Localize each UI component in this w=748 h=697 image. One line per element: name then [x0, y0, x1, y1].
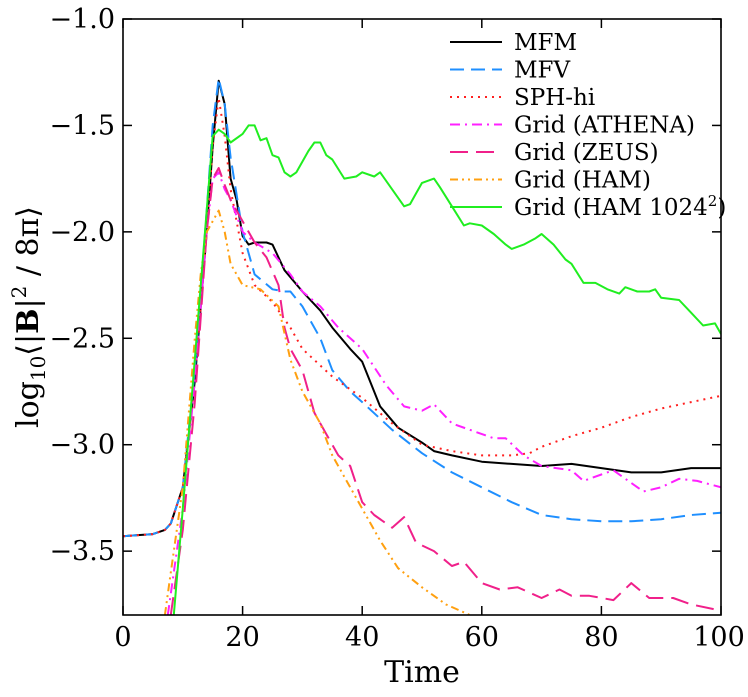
series-line-6 — [172, 124, 721, 615]
ticks-layer: 0 20 40 60 80 100 −1.0 −1.5 −2.0 −2.5 −3.0 −3.5 — [49, 4, 744, 653]
y-axis-label: log10⟨|B|2 / 8π⟩ — [7, 206, 50, 428]
plot-frame — [122, 18, 722, 616]
legend-label-1: MFV — [514, 58, 571, 84]
x-tick-label: 20 — [225, 622, 259, 653]
x-tick-label: 60 — [465, 622, 499, 653]
legend-label-0: MFM — [514, 30, 577, 56]
legend-label-4: Grid (ZEUS) — [514, 140, 659, 166]
y-tick-label: −3.5 — [49, 536, 115, 567]
series-line-4 — [169, 167, 721, 615]
y-tick-label: −1.0 — [49, 4, 115, 35]
legend-label-3: Grid (ATHENA) — [514, 113, 695, 139]
series-line-3 — [166, 171, 721, 615]
series-line-5 — [163, 209, 471, 615]
y-tick-label: −3.0 — [49, 430, 115, 461]
legend-label-6: Grid (HAM 10242) — [514, 192, 726, 221]
legend-label-2: SPH-hi — [514, 85, 595, 111]
y-tick-label: −2.5 — [49, 323, 115, 354]
legend-label-5: Grid (HAM) — [514, 168, 651, 194]
x-tick-label: 100 — [693, 622, 745, 653]
x-tick-label: 40 — [345, 622, 379, 653]
x-tick-label: 0 — [114, 622, 131, 653]
series-layer — [123, 77, 721, 615]
x-axis-label: Time — [384, 655, 460, 690]
x-tick-label: 80 — [584, 622, 618, 653]
y-tick-label: −1.5 — [49, 110, 115, 141]
y-tick-label: −2.0 — [49, 217, 115, 248]
